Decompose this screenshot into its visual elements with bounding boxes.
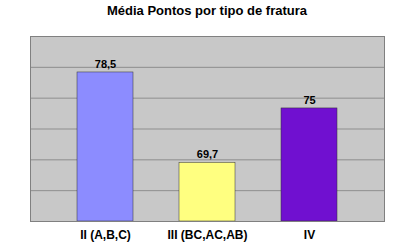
svg-text:II (A,B,C): II (A,B,C) [80, 228, 131, 242]
svg-text:75: 75 [303, 94, 315, 106]
svg-text:69,7: 69,7 [197, 148, 218, 160]
svg-text:78,5: 78,5 [95, 58, 116, 70]
svg-text:III (BC,AC,AB): III (BC,AC,AB) [168, 228, 248, 242]
svg-text:IV: IV [304, 228, 315, 242]
html-text:Média Pontos por tipo de fratu: Média Pontos por tipo de fratura [107, 3, 307, 18]
